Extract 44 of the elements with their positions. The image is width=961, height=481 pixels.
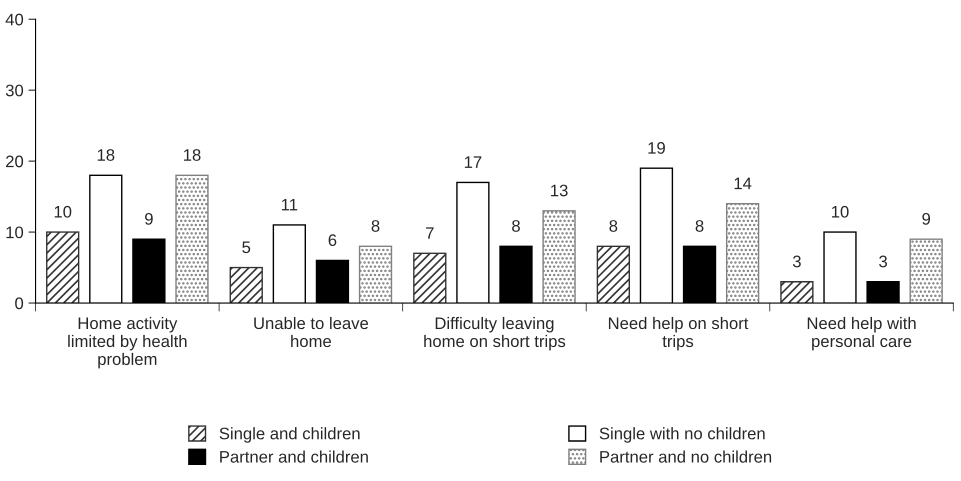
x-tick-label: Need help with personal care — [808, 316, 916, 350]
bar — [542, 210, 576, 304]
data-label: 18 — [184, 149, 201, 161]
x-tick-label: Need help on short trips — [608, 316, 748, 350]
data-label: 14 — [734, 178, 752, 190]
x-tick-label: Difficulty leaving home on short trips — [424, 316, 566, 350]
data-label: 9 — [922, 212, 930, 225]
data-label: 8 — [696, 220, 704, 232]
data-label: 9 — [145, 212, 153, 225]
data-label: 3 — [879, 256, 887, 268]
legend-label: Single and children — [220, 427, 360, 443]
bar — [413, 252, 446, 304]
y-tick-label: 20 — [6, 156, 24, 168]
x-tick-label: Home activity limited by health problem — [68, 316, 186, 368]
data-label: 11 — [282, 198, 298, 210]
data-label: 7 — [426, 227, 434, 239]
legend-label: Partner and children — [220, 450, 368, 463]
bar — [175, 174, 209, 304]
bar — [780, 281, 814, 304]
data-label: 8 — [609, 220, 618, 232]
data-label: 3 — [792, 256, 801, 268]
y-tick-label: 30 — [6, 84, 24, 96]
data-label: 18 — [98, 149, 114, 161]
bar — [910, 238, 943, 304]
bar — [358, 246, 392, 304]
x-tick-label: Unable to leave home — [254, 316, 368, 348]
data-label: 5 — [242, 242, 250, 254]
data-label: 8 — [512, 220, 520, 232]
data-label: 10 — [54, 206, 72, 218]
legend-label: Single with no children — [600, 427, 765, 443]
data-label: 17 — [464, 156, 482, 168]
y-tick-label: 10 — [6, 226, 24, 238]
data-label: 19 — [648, 142, 665, 154]
bar — [230, 266, 263, 304]
legend-label: Partner and no children — [600, 450, 772, 463]
data-label: 8 — [372, 220, 380, 232]
y-tick-label: 40 — [6, 14, 24, 26]
data-label: 10 — [832, 206, 849, 218]
y-tick-label: 0 — [15, 297, 24, 310]
bar — [596, 246, 630, 304]
data-label: 6 — [328, 234, 336, 246]
data-label: 13 — [551, 184, 568, 196]
bar — [726, 203, 760, 304]
bar — [46, 231, 80, 304]
